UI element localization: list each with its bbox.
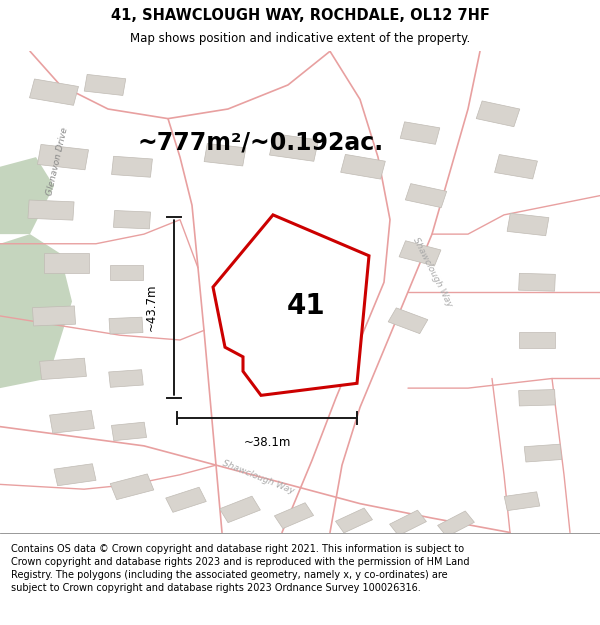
Polygon shape xyxy=(28,200,74,220)
Polygon shape xyxy=(32,306,76,326)
Polygon shape xyxy=(204,144,246,166)
Polygon shape xyxy=(476,101,520,127)
Polygon shape xyxy=(110,265,143,281)
Polygon shape xyxy=(274,503,314,529)
Polygon shape xyxy=(437,511,475,537)
Polygon shape xyxy=(220,496,260,522)
Polygon shape xyxy=(400,122,440,144)
Text: ~38.1m: ~38.1m xyxy=(244,436,290,449)
Polygon shape xyxy=(519,332,555,348)
Polygon shape xyxy=(166,488,206,512)
Polygon shape xyxy=(494,154,538,179)
Polygon shape xyxy=(518,389,556,406)
Text: Glenavon Drive: Glenavon Drive xyxy=(45,127,69,197)
Text: ~777m²/~0.192ac.: ~777m²/~0.192ac. xyxy=(138,131,384,154)
Text: Map shows position and indicative extent of the property.: Map shows position and indicative extent… xyxy=(130,32,470,45)
Polygon shape xyxy=(109,317,143,334)
Polygon shape xyxy=(518,273,556,291)
Polygon shape xyxy=(335,508,373,533)
Polygon shape xyxy=(524,444,562,462)
Polygon shape xyxy=(113,211,151,229)
Polygon shape xyxy=(109,369,143,388)
Polygon shape xyxy=(341,154,385,179)
Polygon shape xyxy=(504,492,540,511)
Polygon shape xyxy=(269,134,319,161)
Polygon shape xyxy=(54,464,96,486)
Text: 41: 41 xyxy=(287,292,325,320)
Polygon shape xyxy=(274,232,314,256)
Text: Shawclough Way: Shawclough Way xyxy=(410,236,454,309)
Polygon shape xyxy=(84,74,126,96)
Polygon shape xyxy=(389,510,427,536)
Polygon shape xyxy=(0,157,54,234)
Polygon shape xyxy=(29,79,79,106)
Polygon shape xyxy=(37,144,89,170)
Polygon shape xyxy=(507,213,549,236)
Polygon shape xyxy=(112,422,146,441)
Polygon shape xyxy=(110,474,154,499)
Text: Shawclough Way: Shawclough Way xyxy=(221,459,295,496)
Polygon shape xyxy=(399,241,441,266)
Polygon shape xyxy=(0,234,72,388)
Polygon shape xyxy=(50,411,94,433)
Text: ~43.7m: ~43.7m xyxy=(145,284,158,331)
Polygon shape xyxy=(44,253,89,272)
Polygon shape xyxy=(112,156,152,178)
Polygon shape xyxy=(40,358,86,379)
Polygon shape xyxy=(388,308,428,334)
Text: Contains OS data © Crown copyright and database right 2021. This information is : Contains OS data © Crown copyright and d… xyxy=(11,544,469,593)
Polygon shape xyxy=(213,215,369,396)
Text: 41, SHAWCLOUGH WAY, ROCHDALE, OL12 7HF: 41, SHAWCLOUGH WAY, ROCHDALE, OL12 7HF xyxy=(110,8,490,23)
Polygon shape xyxy=(406,184,446,208)
